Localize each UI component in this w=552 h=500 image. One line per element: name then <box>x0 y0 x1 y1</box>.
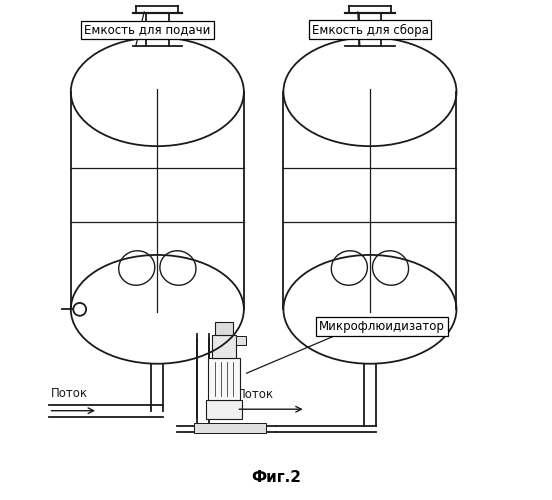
Polygon shape <box>71 92 244 310</box>
Ellipse shape <box>71 255 244 364</box>
Ellipse shape <box>283 38 457 146</box>
Text: Поток: Поток <box>236 388 274 402</box>
Ellipse shape <box>283 255 457 364</box>
Polygon shape <box>208 358 240 401</box>
Polygon shape <box>212 334 236 358</box>
Text: Фиг.2: Фиг.2 <box>251 470 301 485</box>
Polygon shape <box>194 423 266 433</box>
Polygon shape <box>206 400 242 419</box>
Polygon shape <box>283 92 457 310</box>
Ellipse shape <box>71 38 244 146</box>
Polygon shape <box>236 336 246 345</box>
Text: Микрофлюидизатор: Микрофлюидизатор <box>320 320 445 333</box>
Polygon shape <box>215 322 233 334</box>
Text: Емкость для сбора: Емкость для сбора <box>311 24 428 36</box>
Text: Поток: Поток <box>51 387 88 400</box>
Polygon shape <box>71 168 244 222</box>
Text: Емкость для подачи: Емкость для подачи <box>84 24 211 36</box>
Polygon shape <box>283 168 457 222</box>
